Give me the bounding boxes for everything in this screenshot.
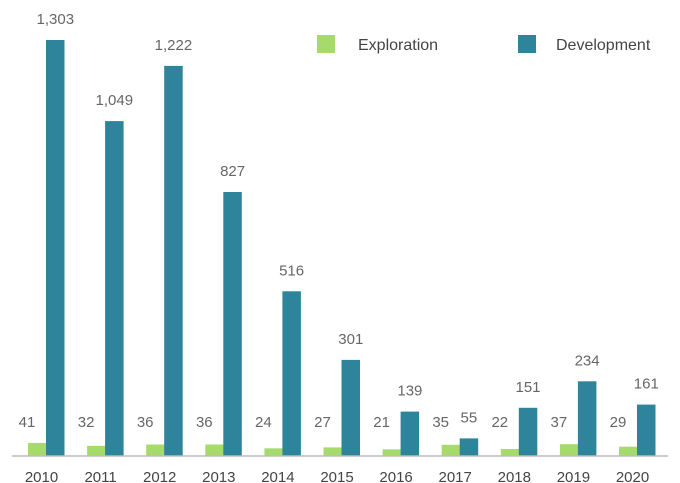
value-label-development-2012: 1,222 bbox=[155, 37, 193, 54]
bar-exploration-2018 bbox=[500, 449, 520, 456]
value-label-development-2016: 139 bbox=[397, 383, 422, 400]
legend-label-development: Development bbox=[556, 37, 651, 54]
value-label-exploration-2012: 36 bbox=[137, 414, 154, 431]
x-tick-2012: 2012 bbox=[143, 469, 176, 483]
x-tick-2014: 2014 bbox=[261, 469, 294, 483]
x-tick-2015: 2015 bbox=[320, 469, 353, 483]
value-label-exploration-2017: 35 bbox=[432, 414, 449, 431]
value-label-development-2013: 827 bbox=[220, 163, 245, 180]
bar-development-2019 bbox=[577, 381, 597, 456]
x-tick-2016: 2016 bbox=[379, 469, 412, 483]
legend-swatch-development bbox=[518, 35, 536, 53]
bar-exploration-2013 bbox=[205, 444, 224, 456]
x-tick-2010: 2010 bbox=[25, 469, 58, 483]
bar-exploration-2016 bbox=[382, 449, 402, 456]
value-label-exploration-2018: 22 bbox=[491, 414, 508, 431]
bar-development-2011 bbox=[105, 121, 124, 456]
x-tick-2020: 2020 bbox=[616, 469, 649, 483]
bar-exploration-2012 bbox=[146, 444, 165, 456]
value-label-development-2014: 516 bbox=[279, 262, 304, 279]
value-label-development-2015: 301 bbox=[338, 331, 363, 348]
value-label-exploration-2016: 21 bbox=[373, 414, 390, 431]
value-labels-layer: 41 1,303 32 1,049 36 1,222 36 827 24 516 27 301 21 13… bbox=[19, 11, 659, 431]
value-label-development-2010: 1,303 bbox=[37, 11, 75, 28]
value-label-exploration-2019: 37 bbox=[551, 414, 568, 431]
bars-layer bbox=[28, 40, 656, 457]
value-label-exploration-2014: 24 bbox=[255, 414, 272, 431]
bar-development-2013 bbox=[223, 192, 242, 456]
value-label-exploration-2020: 29 bbox=[610, 414, 627, 431]
bar-development-2010 bbox=[46, 40, 65, 456]
x-tick-2017: 2017 bbox=[439, 469, 472, 483]
value-label-development-2017: 55 bbox=[461, 409, 478, 426]
legend: Exploration Development bbox=[317, 35, 651, 54]
bar-exploration-2019 bbox=[559, 444, 579, 456]
legend-label-exploration: Exploration bbox=[358, 37, 438, 54]
bar-exploration-2015 bbox=[323, 447, 342, 456]
x-tick-2018: 2018 bbox=[498, 469, 531, 483]
bar-development-2020 bbox=[637, 404, 656, 456]
legend-swatch-exploration bbox=[317, 35, 335, 53]
bar-development-2015 bbox=[341, 359, 360, 456]
value-label-exploration-2011: 32 bbox=[78, 414, 95, 431]
bar-exploration-2010 bbox=[28, 442, 47, 456]
bar-development-2016 bbox=[400, 411, 420, 456]
value-label-development-2011: 1,049 bbox=[96, 92, 134, 109]
value-label-exploration-2013: 36 bbox=[196, 414, 213, 431]
bar-exploration-2014 bbox=[264, 448, 283, 456]
bar-development-2017 bbox=[459, 438, 479, 456]
x-tick-2011: 2011 bbox=[84, 469, 116, 483]
x-tick-2019: 2019 bbox=[557, 469, 590, 483]
bar-exploration-2020 bbox=[619, 446, 638, 456]
bar-development-2014 bbox=[282, 291, 301, 456]
bar-exploration-2017 bbox=[441, 444, 461, 456]
value-label-development-2018: 151 bbox=[515, 379, 540, 396]
bar-development-2012 bbox=[164, 65, 183, 457]
value-label-development-2019: 234 bbox=[575, 352, 600, 369]
value-label-exploration-2010: 41 bbox=[19, 414, 36, 431]
value-label-development-2020: 161 bbox=[634, 376, 659, 393]
bar-development-2018 bbox=[518, 407, 538, 456]
value-label-exploration-2015: 27 bbox=[314, 414, 331, 431]
bar-exploration-2011 bbox=[87, 445, 106, 456]
x-tick-labels: 2010 2011 2012 2013 2014 2015 2016 2017 2018 2019… bbox=[25, 469, 649, 483]
x-tick-2013: 2013 bbox=[202, 469, 235, 483]
